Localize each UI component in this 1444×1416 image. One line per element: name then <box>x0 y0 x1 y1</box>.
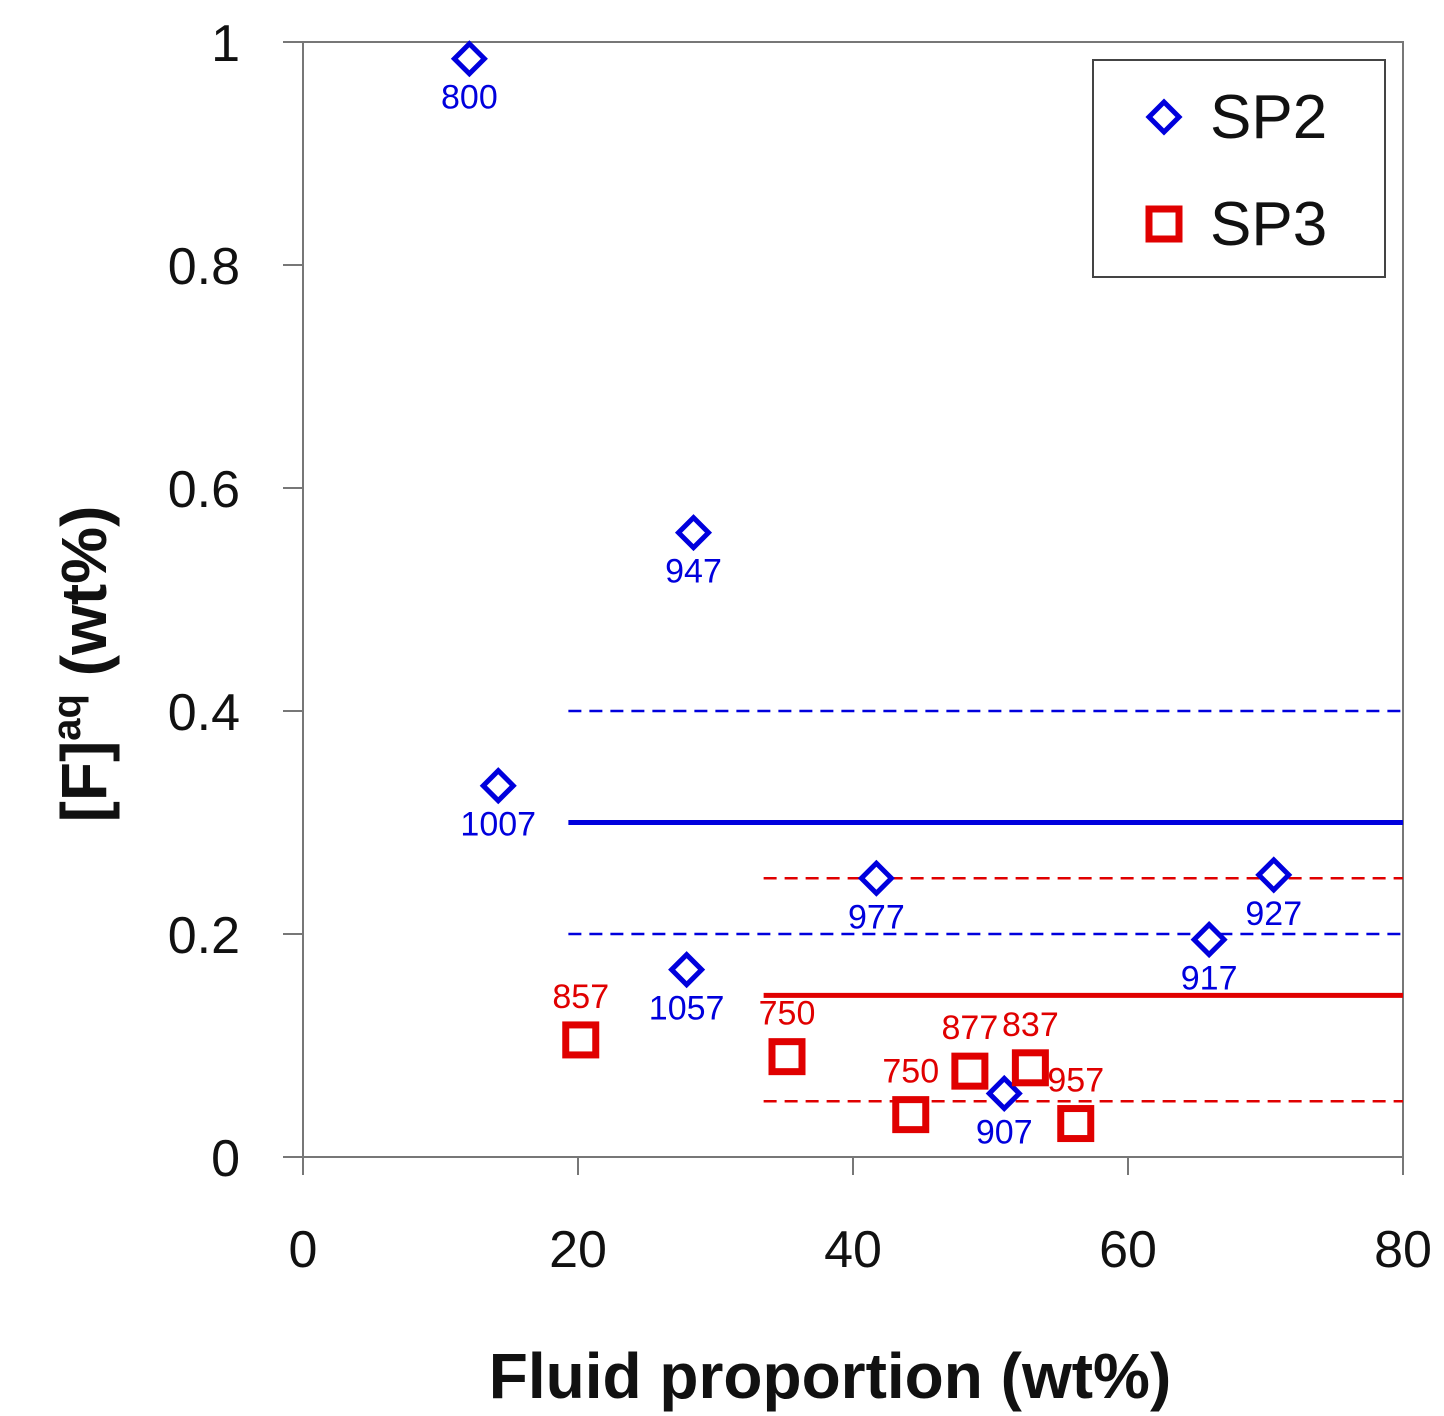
data-label-sp3: 750 <box>759 995 816 1033</box>
data-point-sp3 <box>892 1096 930 1134</box>
y-tick-label: 0.8 <box>168 238 240 296</box>
x-tick-label: 0 <box>289 1221 318 1279</box>
legend-label-sp2: SP2 <box>1210 83 1327 152</box>
data-point-sp3 <box>1011 1049 1049 1087</box>
y-axis-title-unit: (wt%) <box>48 506 120 694</box>
data-point-sp2 <box>479 767 517 805</box>
data-label-sp2: 800 <box>441 79 498 117</box>
data-point-sp2 <box>668 951 706 989</box>
y-axis-ticks: 0 0.2 0.4 0.6 0.8 1 <box>168 15 303 1188</box>
legend-box <box>1092 59 1386 278</box>
legend: SP2 SP3 <box>1092 59 1386 278</box>
legend-square-icon <box>1145 205 1183 243</box>
legend-square-marker <box>1145 205 1183 243</box>
data-label-sp2: 977 <box>848 898 905 936</box>
data-label-sp2: 947 <box>665 553 722 591</box>
legend-label-sp3: SP3 <box>1210 190 1327 259</box>
x-tick-label: 40 <box>824 1221 882 1279</box>
data-label-sp2: 927 <box>1245 895 1302 933</box>
x-tick-label: 80 <box>1374 1221 1432 1279</box>
legend-diamond-marker <box>1145 98 1183 136</box>
data-point-sp2 <box>1190 921 1228 959</box>
y-axis-title: [F]aq (wt%) <box>45 506 120 823</box>
y-tick-label: 0.4 <box>168 684 240 742</box>
data-label-sp2: 1007 <box>460 806 536 844</box>
data-point-sp2 <box>1255 856 1293 894</box>
x-tick-label: 60 <box>1099 1221 1157 1279</box>
x-axis-ticks: 0 20 40 60 80 <box>289 1157 1432 1279</box>
data-point-sp3 <box>562 1021 600 1059</box>
y-tick-label: 0.2 <box>168 907 240 965</box>
data-label-sp3: 877 <box>942 1009 999 1047</box>
data-label-sp3: 837 <box>1002 1006 1059 1044</box>
legend-diamond-icon <box>1145 98 1183 136</box>
x-axis-title: Fluid proportion (wt%) <box>489 1340 1172 1412</box>
data-label-sp2: 917 <box>1181 960 1238 998</box>
data-label-sp3: 857 <box>552 978 609 1016</box>
data-label-sp2: 907 <box>976 1113 1033 1151</box>
y-tick-label: 1 <box>211 15 240 73</box>
data-point-sp3 <box>768 1038 806 1076</box>
data-point-sp2 <box>857 859 895 897</box>
x-tick-label: 20 <box>549 1221 607 1279</box>
y-axis-title-superscript: aq <box>45 694 89 741</box>
y-axis-title-main: [F] <box>48 741 120 823</box>
y-tick-label: 0.6 <box>168 461 240 519</box>
data-point-sp3 <box>951 1052 989 1090</box>
data-label-sp3: 957 <box>1047 1062 1104 1100</box>
data-point-sp2 <box>985 1074 1023 1112</box>
data-point-sp3 <box>1057 1105 1095 1143</box>
data-label-sp2: 1057 <box>649 990 725 1028</box>
data-point-sp2 <box>674 514 713 552</box>
data-label-sp3: 750 <box>882 1053 939 1091</box>
y-tick-label: 0 <box>211 1130 240 1188</box>
data-point-sp2 <box>450 40 488 78</box>
